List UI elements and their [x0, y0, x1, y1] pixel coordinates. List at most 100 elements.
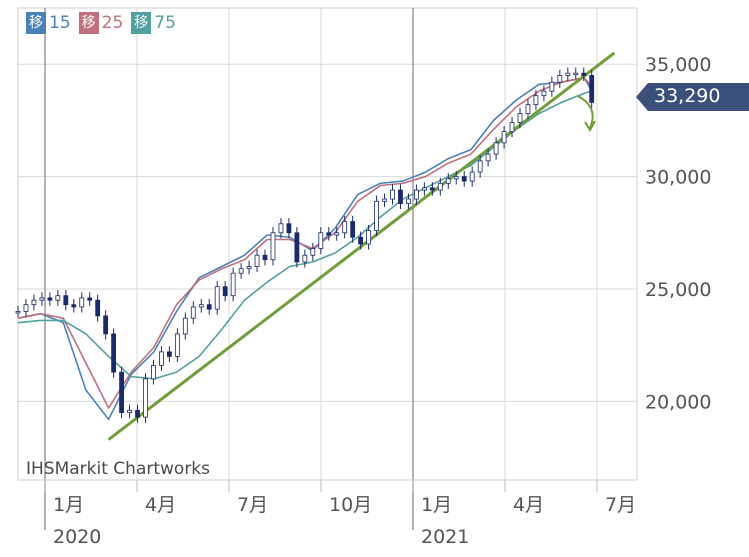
- down-arrowhead-icon: [584, 120, 596, 132]
- trendline: [107, 51, 616, 441]
- candle-body: [111, 333, 117, 373]
- axes: 35,000 30,000 25,000 20,000 1月 2020 4月 7月 10月 1月 2…: [18, 54, 711, 548]
- candle-body: [87, 297, 93, 301]
- candle-body: [294, 232, 300, 263]
- candle-body: [374, 200, 379, 231]
- legend-ma15-swatch: 移: [26, 12, 46, 34]
- current-price-tag: 33,290: [636, 83, 749, 111]
- candle-body: [557, 75, 563, 83]
- candle-body: [63, 295, 69, 306]
- candle-body: [549, 81, 555, 92]
- candle-body: [350, 221, 356, 238]
- candle-body: [509, 122, 515, 133]
- x-tick-label: 7月: [605, 494, 636, 516]
- candle-body: [477, 160, 483, 173]
- candle-body: [429, 187, 435, 191]
- candle-body: [143, 378, 148, 418]
- candle-body: [517, 113, 523, 124]
- candle-body: [31, 299, 37, 306]
- candle-body: [159, 351, 164, 366]
- candle-body: [437, 182, 443, 191]
- candle-body: [15, 311, 21, 314]
- x-tick-label: 1月: [421, 494, 452, 516]
- candle-body: [71, 304, 77, 308]
- candle-body: [230, 272, 236, 297]
- ma25-line: [17, 76, 593, 409]
- candle-body: [573, 72, 579, 76]
- legend-ma15: 移 15: [26, 12, 71, 34]
- x-tick-label: 10月: [329, 494, 372, 516]
- candle-body: [103, 315, 109, 335]
- candle-body: [23, 304, 29, 312]
- candle-body: [262, 254, 268, 261]
- candle-body: [79, 297, 85, 308]
- candle-body: [119, 371, 124, 413]
- legend-ma75: 移 75: [131, 12, 176, 34]
- candle-body: [214, 286, 220, 310]
- y-tick-label: 20,000: [645, 391, 711, 413]
- candle-body: [390, 189, 395, 200]
- legend-ma25-period: 25: [101, 13, 124, 33]
- candle-body: [421, 187, 427, 191]
- plot-border: [17, 7, 638, 481]
- candle-body: [485, 153, 491, 162]
- candle-body: [493, 142, 499, 155]
- x-tick-label: 7月: [237, 494, 268, 516]
- candle-body: [135, 409, 140, 418]
- x-year-label: 2020: [53, 526, 101, 548]
- candle-body: [47, 297, 53, 301]
- legend-ma75-swatch: 移: [131, 12, 152, 34]
- candle-body: [182, 317, 188, 335]
- candle-body: [501, 131, 507, 144]
- x-tick-label: 1月: [53, 494, 84, 516]
- candle-body: [310, 248, 316, 256]
- candle-body: [358, 236, 364, 245]
- candle-body: [366, 230, 371, 245]
- legend-ma75-period: 75: [154, 13, 176, 33]
- moving-average-lines: [17, 51, 616, 441]
- candle-body: [342, 221, 348, 234]
- candle-body: [166, 351, 172, 357]
- x-year-label: 2021: [421, 526, 469, 548]
- candle-body: [39, 297, 45, 301]
- candle-body: [541, 90, 547, 97]
- candle-body: [151, 364, 156, 380]
- x-tick-label: 4月: [513, 494, 544, 516]
- down-arrow-icon: [577, 95, 594, 129]
- candle-body: [222, 286, 228, 297]
- candle-body: [525, 104, 531, 115]
- candle-body: [254, 254, 260, 267]
- candle-body: [174, 333, 180, 357]
- legend: 移 15 移 25 移 75: [26, 12, 176, 34]
- candle-body: [445, 178, 451, 184]
- candle-body: [406, 198, 411, 204]
- candle-body: [565, 72, 571, 76]
- candle-body: [270, 232, 276, 261]
- ma15-line: [17, 76, 593, 421]
- candle-body: [190, 306, 196, 319]
- price-tag-shape: [636, 83, 749, 111]
- candle-body: [95, 299, 101, 317]
- y-tick-label: 35,000: [645, 54, 711, 76]
- y-tick-label: 30,000: [645, 167, 711, 189]
- y-tick-label: 25,000: [645, 279, 711, 301]
- candle-body: [206, 304, 212, 310]
- watermark: IHSMarkit Chartworks: [26, 459, 211, 479]
- legend-ma15-period: 15: [49, 13, 71, 33]
- candle-body: [382, 198, 387, 202]
- candle-body: [198, 304, 204, 308]
- candle-body: [278, 223, 284, 234]
- legend-ma25-swatch: 移: [78, 12, 99, 34]
- candle-body: [326, 232, 332, 236]
- x-tick-label: 4月: [145, 494, 176, 516]
- candle-body: [398, 189, 403, 204]
- candle-body: [581, 72, 587, 76]
- candle-body: [318, 232, 324, 249]
- candle-body: [238, 268, 244, 274]
- candle-body: [302, 254, 308, 263]
- candle-body: [127, 409, 132, 413]
- candle-body: [469, 171, 475, 182]
- current-price-value: 33,290: [654, 85, 721, 107]
- candle-body: [334, 232, 340, 236]
